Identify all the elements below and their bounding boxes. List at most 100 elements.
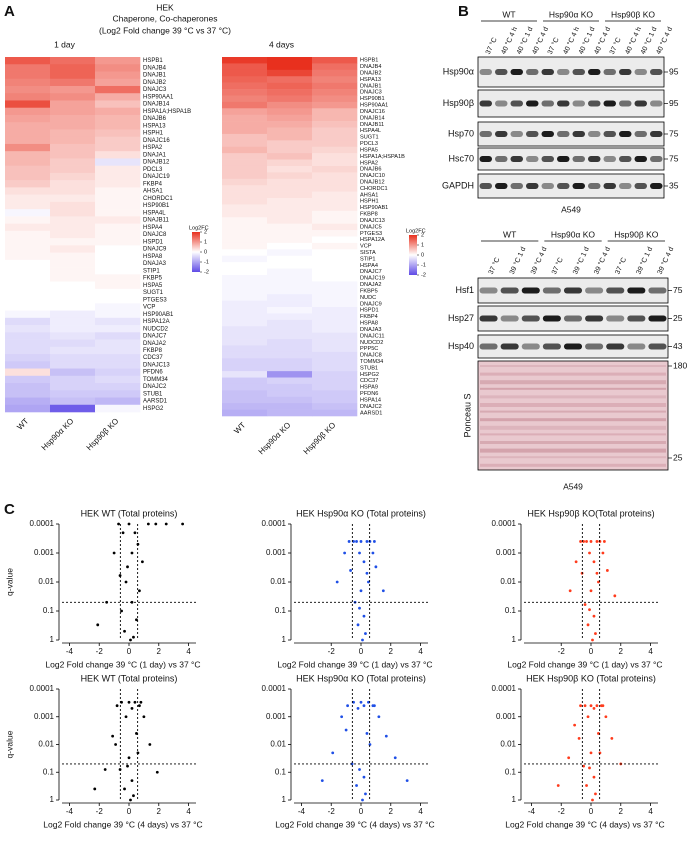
y-tick-label: 0.01 [500,577,516,586]
gene-label: DNAJC16 [143,138,170,144]
blot-band [572,156,585,162]
panel-label: A [4,3,15,20]
heatmap-cell [95,390,141,398]
blot-group: WT [502,9,515,19]
heatmap-cell [95,354,141,362]
y-tick-label: 0.01 [270,740,286,749]
point [362,775,366,779]
heatmap-cell [50,383,96,391]
heatmap-cell [95,64,141,72]
heatmap-cell [312,236,358,244]
gene-label: SUGT1 [360,135,379,141]
heatmap-cell [5,129,51,137]
gene-label: HSP90B1 [360,96,385,102]
heatmap-cell [95,274,141,282]
heatmap-cell [312,133,358,141]
blot-band [588,100,601,107]
heatmap-cell [222,371,268,378]
point [595,571,599,575]
blot-band [627,315,646,322]
heatmap-cell [222,133,268,141]
gene-label: HSPA12A [360,237,385,243]
gene-label: HSPB1 [360,58,378,64]
blot-band [479,131,492,137]
heatmap-cell [312,217,358,224]
point [138,704,141,708]
blot-caption: A549 [563,481,583,491]
row-label: Hsf1 [455,285,474,295]
heatmap-cell [312,223,358,231]
heatmap-cell [95,375,141,384]
heatmap-cell [312,383,358,391]
heatmap-cell [95,325,141,333]
heatmap-cell [50,397,96,406]
point [556,784,560,787]
heatmap-cell [95,136,141,145]
heatmap-cell [312,146,358,154]
heatmap-cell [267,242,313,250]
blot-band [603,131,616,137]
heatmap-cell [50,354,96,362]
heatmap-cell [267,127,313,135]
point [604,715,608,719]
point [592,614,596,618]
gene-label: DNAJB6 [360,167,381,173]
x-axis-label: Log2 Fold change 39 °C (4 days) vs 37 °C [43,819,202,829]
gene-label: HSPA12A [143,319,170,325]
blot-band [510,183,523,189]
heatmap-cell [222,358,268,366]
y-tick-label: 0.01 [38,740,54,749]
point [138,589,141,593]
heatmap-cell [222,255,268,263]
colorbar-tick-label: -1 [421,262,426,268]
heatmap-cell [267,76,313,83]
point [582,764,585,768]
chart-title: HEK Hsp90α KO (Total proteins) [296,508,426,518]
heatmap-cell [312,198,358,205]
x-tick-label: -4 [298,807,306,816]
gene-label: DNAJB14 [360,115,385,121]
gene-label: HSPA4L [360,128,381,134]
x-tick-label: 4 [186,807,191,816]
y-axis-label: q-value [4,568,14,596]
gene-label: HSPG2 [143,406,164,412]
point [361,798,364,802]
blot-band [619,100,632,107]
ponceau-band [480,441,666,444]
x-axis-label: Log2 Fold change 39 °C (1 day) vs 37 °C [507,659,662,669]
point [364,632,367,635]
point [592,706,596,710]
heatmap-cell [312,409,358,417]
blot-band [585,287,604,294]
point [127,700,131,704]
point [603,540,606,543]
heatmap-cell [5,368,51,377]
gene-label: DNAJB12 [360,179,385,185]
point [355,784,358,787]
y-tick-label: 0.1 [275,767,287,776]
heatmap-cell [222,313,268,321]
mw-label: 35 [669,180,679,190]
heatmap-cell [50,368,96,377]
point [129,798,132,802]
heatmap-cell [50,339,96,348]
heatmap-cell [50,325,96,333]
heatmap-cell [95,281,141,290]
y-tick-label: 0.0001 [492,684,517,693]
heatmap-cell [222,146,268,154]
gene-label: HSPD1 [360,308,379,314]
gene-label: HSPA8 [360,321,378,327]
gene-label: DNAJC19 [143,174,170,180]
heatmap-cell [5,404,51,413]
heatmap-cell [95,114,141,123]
y-tick-label: 1 [50,635,55,644]
blot-band [634,100,647,107]
heatmap-cell [50,194,96,203]
heatmap-cell [222,345,268,353]
point [117,522,120,526]
heatmap-cell [267,172,313,180]
heatmap-cell [50,375,96,384]
heatmap-cell [267,165,313,173]
y-tick-label: 1 [512,795,517,804]
heatmap-cell [5,136,51,145]
